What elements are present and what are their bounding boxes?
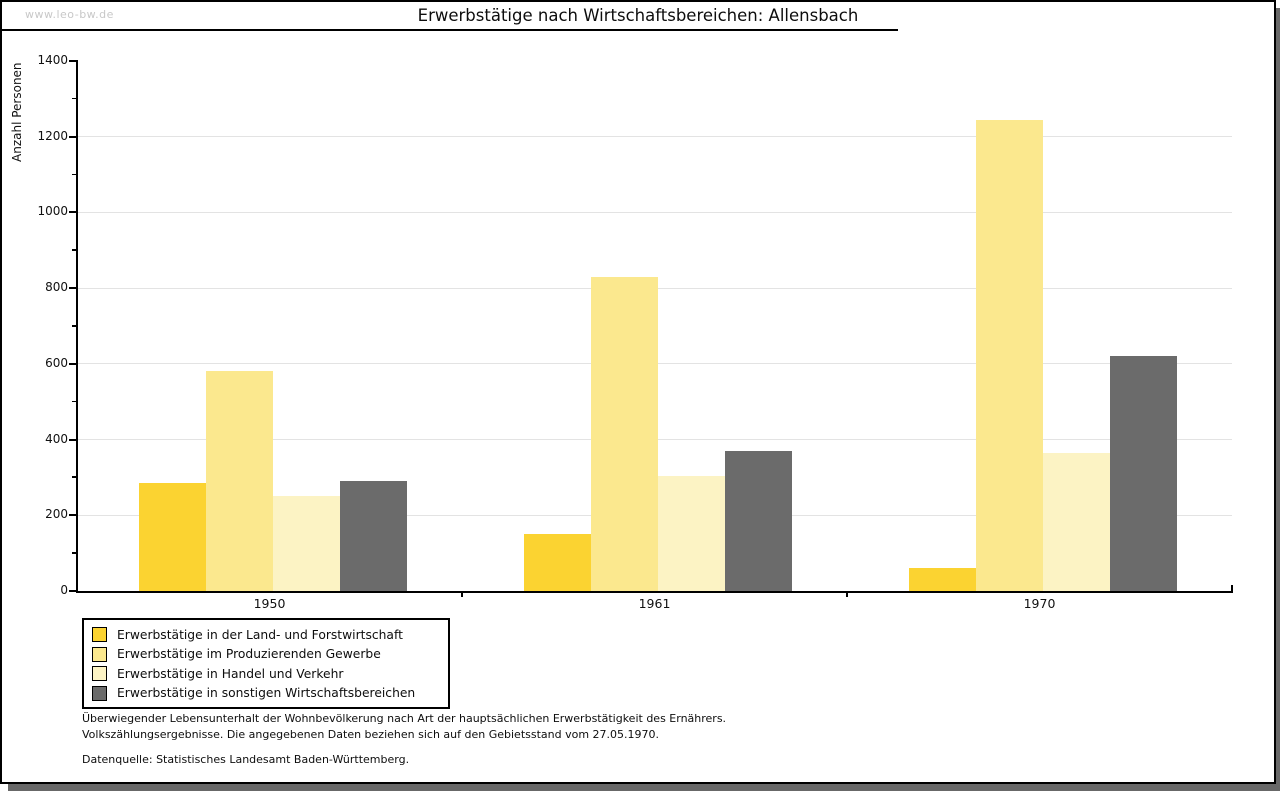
legend-swatch xyxy=(92,666,107,682)
legend-label: Erwerbstätige in sonstigen Wirtschaftsbe… xyxy=(117,686,416,701)
y-tick-label-600: 600 xyxy=(45,355,68,370)
y-axis-title: Anzahl Personen xyxy=(10,62,24,162)
bar-1970-series1 xyxy=(909,568,976,591)
y-minor-tick-500 xyxy=(72,400,76,403)
y-tick-0 xyxy=(69,590,76,592)
legend-item: Erwerbstätige im Produzierenden Gewerbe xyxy=(90,645,442,665)
bar-1961-series4 xyxy=(725,450,792,591)
y-tick-label-1200: 1200 xyxy=(37,128,68,143)
bar-1950-series2 xyxy=(206,371,273,591)
y-minor-tick-100 xyxy=(72,552,76,554)
header-divider xyxy=(2,29,898,31)
legend-item: Erwerbstätige in sonstigen Wirtschaftsbe… xyxy=(90,684,442,704)
legend-item: Erwerbstätige in Handel und Verkehr xyxy=(90,664,442,684)
y-tick-1200 xyxy=(69,135,76,138)
y-minor-tick-1300 xyxy=(72,97,76,100)
y-tick-label-200: 200 xyxy=(45,507,68,522)
y-minor-tick-300 xyxy=(72,476,76,478)
legend-swatch xyxy=(92,646,107,662)
x-axis-endcap xyxy=(1231,585,1233,591)
x-tick-1 xyxy=(461,593,463,597)
drop-shadow-bottom xyxy=(8,784,1280,791)
category-label-1961: 1961 xyxy=(638,596,671,611)
category-label-1950: 1950 xyxy=(253,596,286,611)
bar-1950-series1 xyxy=(139,483,206,591)
data-source: Datenquelle: Statistisches Landesamt Bad… xyxy=(82,753,410,766)
bar-1961-series3 xyxy=(658,475,725,591)
y-tick-800 xyxy=(69,287,76,290)
footnote-line1: Überwiegender Lebensunterhalt der Wohnbe… xyxy=(82,712,727,725)
y-tick-1000 xyxy=(69,211,76,214)
bar-1950-series4 xyxy=(340,481,407,591)
y-minor-tick-900 xyxy=(72,249,76,251)
y-tick-400 xyxy=(69,438,76,441)
legend-label: Erwerbstätige in der Land- und Forstwirt… xyxy=(117,627,403,642)
category-label-1970: 1970 xyxy=(1023,596,1056,611)
bar-1970-series3 xyxy=(1043,452,1110,591)
bar-1950-series3 xyxy=(273,496,340,591)
bar-1970-series4 xyxy=(1110,356,1177,591)
watermark: www.leo-bw.de xyxy=(25,8,114,21)
legend-label: Erwerbstätige in Handel und Verkehr xyxy=(117,666,344,681)
gridline-1000 xyxy=(78,211,1232,213)
y-tick-label-1000: 1000 xyxy=(37,204,68,219)
legend-label: Erwerbstätige im Produzierenden Gewerbe xyxy=(117,647,381,662)
y-minor-tick-700 xyxy=(72,325,76,327)
y-axis xyxy=(76,60,78,592)
x-tick-2 xyxy=(846,593,848,597)
chart-title: Erwerbstätige nach Wirtschaftsbereichen:… xyxy=(417,6,859,25)
y-tick-label-800: 800 xyxy=(45,280,68,295)
x-axis xyxy=(76,591,1233,593)
y-tick-label-0: 0 xyxy=(60,583,68,597)
legend-item: Erwerbstätige in der Land- und Forstwirt… xyxy=(90,625,442,645)
y-tick-label-400: 400 xyxy=(45,431,68,446)
legend-swatch xyxy=(92,685,107,701)
footnote-line2: Volkszählungsergebnisse. Die angegebenen… xyxy=(82,728,660,741)
y-tick-600 xyxy=(69,362,76,365)
legend-swatch xyxy=(92,627,107,643)
bar-1961-series1 xyxy=(524,534,591,591)
gridline-1200 xyxy=(78,136,1232,138)
y-tick-1400 xyxy=(69,60,76,62)
bar-1961-series2 xyxy=(591,276,658,591)
plot-area: 0 200 400 600 800 1000 1200 1400 1950 1961 1970 xyxy=(2,2,1274,782)
drop-shadow-right xyxy=(1276,8,1280,784)
y-tick-label-1400: 1400 xyxy=(37,53,68,67)
legend: Erwerbstätige in der Land- und Forstwirt… xyxy=(82,618,450,709)
y-tick-200 xyxy=(69,514,76,517)
y-minor-tick-1100 xyxy=(72,173,76,176)
bar-1970-series2 xyxy=(976,119,1043,591)
